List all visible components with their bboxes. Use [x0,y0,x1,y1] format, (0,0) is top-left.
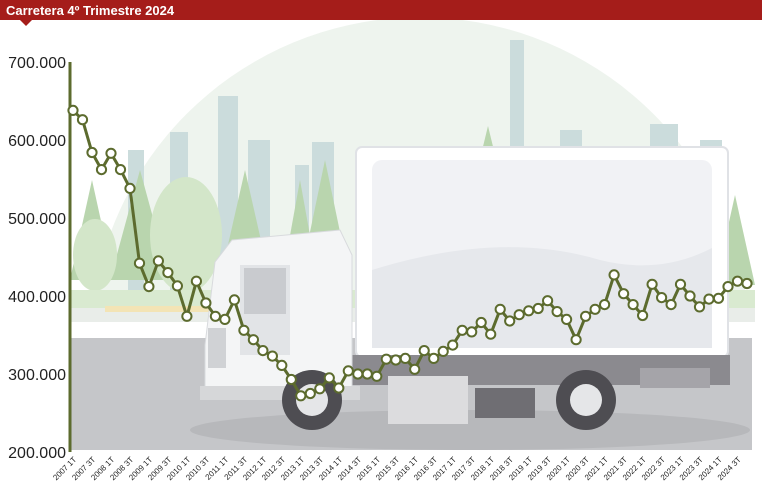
data-point [693,301,706,313]
data-point [599,299,611,311]
data-point [580,310,592,322]
data-point [674,278,687,290]
data-point [466,326,478,338]
data-point [86,146,98,159]
data-point [390,354,402,366]
data-point [656,292,668,304]
data-point [162,267,174,279]
data-point [323,372,335,384]
data-point [504,315,516,327]
data-point [209,310,221,322]
data-point [276,359,288,371]
data-point [228,294,240,306]
data-point [304,387,316,400]
y-tick-label: 500.000 [8,211,66,228]
data-point [665,299,677,311]
data-point [637,309,649,322]
data-point [684,290,696,302]
y-tick-label: 200.000 [8,445,66,462]
data-point [124,182,136,194]
data-point [551,306,563,318]
data-point [76,114,89,126]
data-point [731,275,744,287]
data-point [95,164,108,176]
data-point [646,278,658,290]
data-point [380,353,392,365]
y-axis-ticks: 700.000 600.000 500.000 400.000 300.000 200.0… [8,55,66,462]
y-tick-label: 700.000 [8,55,66,72]
data-point [342,365,354,377]
data-point [618,288,630,300]
data-point [399,352,411,364]
data-point [608,269,620,281]
data-point [485,328,497,340]
data-point [561,313,573,325]
data-point [741,277,753,290]
data-point [333,382,345,394]
data-point [627,299,639,311]
data-point [475,316,487,329]
data-point [447,339,459,351]
data-point [314,383,326,395]
data-point [200,297,212,309]
data-point [722,281,734,293]
header-notch [20,20,32,26]
data-point [428,352,440,364]
y-tick-label: 600.000 [8,133,66,150]
data-point [703,293,715,305]
data-point [371,370,383,382]
data-point [219,313,231,325]
header-bar: Carretera 4º Trimestre 2024 [0,0,762,20]
data-point [513,309,525,321]
data-point [114,164,127,176]
data-point [285,373,297,386]
data-point [570,334,582,346]
data-point [712,292,725,304]
data-point [361,368,373,380]
data-point [542,295,554,307]
data-point [523,305,535,317]
data-point [257,345,269,357]
y-tick-label: 400.000 [8,289,66,306]
header-title: Carretera 4º Trimestre 2024 [6,3,175,18]
data-point [238,324,250,336]
data-point [143,281,155,293]
data-point [105,147,117,159]
data-point [437,345,449,357]
data-point [409,363,421,375]
data-point [589,303,601,315]
data-point [152,255,164,267]
data-point [532,302,544,315]
data-point [171,280,183,292]
data-markers [67,104,753,402]
data-point [456,324,468,336]
y-tick-label: 300.000 [8,367,66,384]
data-point [181,310,193,322]
data-point [67,104,79,117]
data-point [190,275,202,287]
data-point [352,368,364,380]
truck-illustration-background [70,17,755,450]
data-point [418,345,430,357]
data-point [266,350,278,362]
data-point [494,303,506,315]
data-point [295,390,307,402]
data-point [133,257,146,269]
data-point [247,334,259,346]
